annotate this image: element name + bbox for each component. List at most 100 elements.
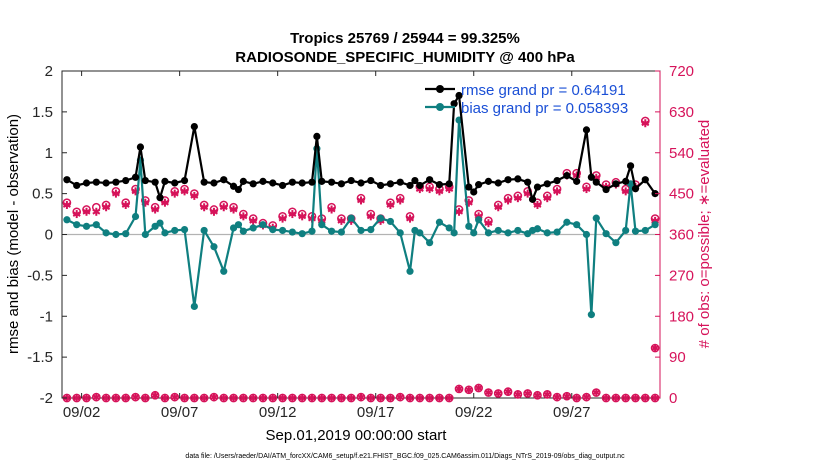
rmse-point [587,173,595,181]
obs-evaluated-marker [308,394,316,402]
obs-evaluated-marker [425,185,434,194]
data-file-footer: data file: /Users/raeder/DAI/ATM_forcXX/… [185,453,625,460]
obs-evaluated-marker [611,394,620,402]
bias-point [563,218,571,226]
obs-evaluated-marker [641,119,650,128]
rmse-point [141,176,149,185]
rmse-point [504,176,512,184]
rmse-point [494,179,502,187]
obs-evaluated-marker [219,394,228,402]
rmse-point [318,177,326,185]
obs-evaluated-marker [102,394,111,402]
rmse-point [435,181,444,189]
bias-point [249,224,257,232]
obs-evaluated-marker [141,394,150,402]
obs-evaluated-marker [82,207,91,216]
bias-point [631,227,640,235]
bias-point [200,226,208,235]
rmse-point [171,179,179,187]
obs-evaluated-marker [464,385,473,394]
bias-point [416,229,424,237]
rmse-point [249,180,257,188]
bias-point [234,221,243,229]
bias-point [298,230,306,238]
obs-evaluated-marker [239,212,248,221]
obs-evaluated-marker [651,344,660,353]
bias-point [278,226,287,235]
bias-point [641,226,649,235]
obs-evaluated-marker [533,200,542,209]
obs-evaluated-marker [317,394,326,402]
obs-evaluated-marker [151,391,160,400]
obs-evaluated-marker [641,394,650,402]
bias-point [73,221,81,229]
obs-evaluated-marker [621,187,630,196]
rmse-point [347,176,355,185]
obs-evaluated-marker [327,394,336,402]
obs-evaluated-marker [180,187,189,196]
obs-evaluated-marker [396,393,405,402]
obs-evaluated-marker [455,384,464,393]
obs-evaluated-marker [582,393,591,402]
x-axis: 09/02 09/07 09/12 09/17 09/22 09/27 [63,71,591,421]
obs-evaluated-marker [455,207,464,216]
obs-evaluated-marker [602,394,611,402]
y-tick-left-label: 0 [45,227,53,244]
obs-evaluated-marker [337,216,346,225]
rmse-point [426,176,434,184]
rmse-point [582,126,591,134]
rmse-point [377,181,385,190]
rmse-point [239,177,247,185]
obs-evaluated-marker [396,196,405,205]
rmse-point [298,179,306,187]
bias-point [141,230,149,239]
rmse-point [337,180,345,188]
rmse-point [327,178,336,186]
obs-evaluated-marker [484,219,493,228]
y-tick-right-label: 360 [669,227,694,244]
obs-evaluated-marker [288,394,297,402]
obs-evaluated-marker [160,394,169,402]
bias-point [82,222,91,230]
bias-point [465,222,473,230]
rmse-point [210,179,218,187]
rmse-point [631,185,640,193]
obs-evaluated-marker [631,394,640,402]
bias-point [582,230,591,239]
bias-point [612,239,620,247]
obs-evaluated-marker [62,200,71,209]
obs-evaluated-marker [504,387,513,396]
obs-evaluated-marker [278,394,287,402]
bias-point [592,214,600,222]
obs-evaluated-marker [435,394,444,402]
bias-point [445,224,453,232]
rmse-point [602,185,610,194]
bias-point [622,226,630,235]
y-tick-left-label: 0.5 [32,186,53,203]
obs-evaluated-marker [111,189,120,198]
bias-point [288,228,296,236]
obs-evaluated-marker [425,394,434,402]
rmse-point [200,178,208,186]
rmse-point [73,181,81,190]
rmse-point [131,173,140,181]
bias-point [533,225,542,233]
bias-point [180,225,189,234]
y-tick-right-label: 270 [669,267,694,284]
obs-evaluated-marker [376,394,385,402]
y-axis-left: -2 -1.5 -1 -0.5 0 0.5 1 1.5 2 [27,63,67,407]
obs-evaluated-marker [533,391,542,400]
obs-evaluated-marker [190,191,199,200]
bias-point [210,243,218,251]
obs-evaluated-marker [278,214,287,223]
bias-point [553,228,561,236]
y-tick-right-label: 630 [669,104,694,121]
obs-evaluated-marker [170,393,179,402]
obs-evaluated-marker [92,393,101,402]
y-tick-right-label: 720 [669,63,694,80]
bias-point [435,218,444,226]
y-tick-left-label: -0.5 [27,267,53,284]
bias-point [92,221,100,229]
rmse-point [92,178,100,186]
